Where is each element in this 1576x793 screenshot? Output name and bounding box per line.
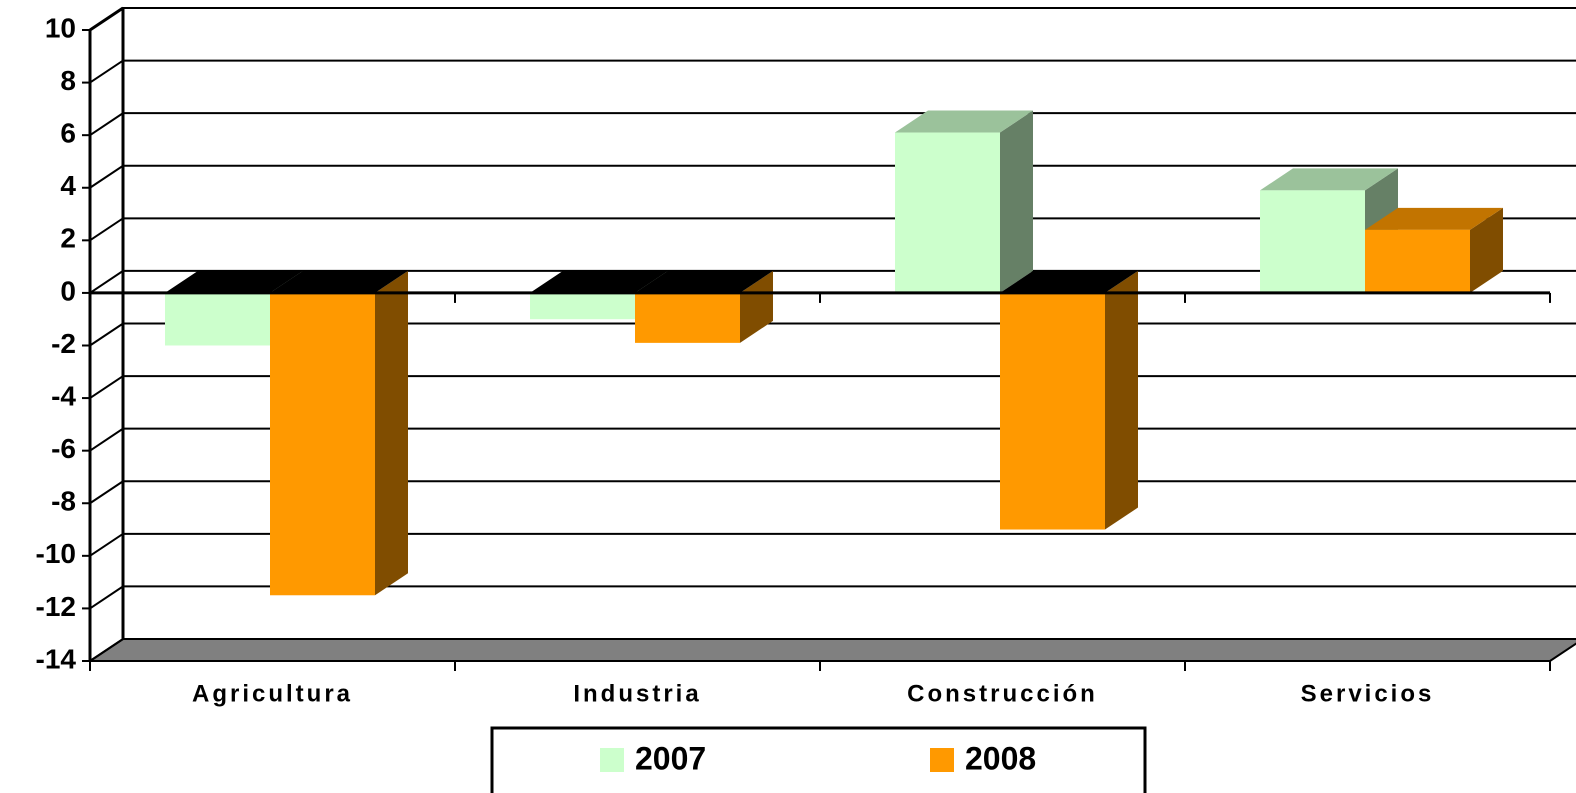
bar (1365, 207, 1503, 293)
x-tick-label: Servicios (1301, 680, 1435, 707)
bar-side (375, 270, 408, 596)
floor (86, 638, 1576, 662)
y-tick-label: -10 (36, 538, 76, 569)
bar-front (530, 292, 635, 320)
y-tick-label: 6 (60, 118, 76, 149)
bar-top (165, 270, 303, 293)
bar-top (895, 110, 1033, 133)
grid-line (89, 59, 1576, 84)
x-tick-label: Agricultura (192, 680, 353, 707)
bar-front (270, 292, 375, 596)
bar (895, 110, 1033, 293)
legend-swatch (600, 748, 624, 772)
y-tick-label: -4 (51, 380, 76, 411)
bar-side (1000, 110, 1033, 293)
grid-line (89, 638, 1576, 662)
bar-top (635, 270, 773, 293)
x-tick-label: Industria (573, 680, 701, 707)
top-edge (89, 6, 124, 32)
bar (1000, 270, 1138, 530)
y-tick-label: -14 (36, 643, 77, 674)
grid-line (89, 7, 1576, 31)
grid-line (89, 112, 1576, 136)
grid-line (89, 217, 1576, 242)
y-tick-label: 10 (45, 12, 76, 43)
legend-label: 2008 (965, 740, 1036, 776)
bar-front (165, 292, 270, 346)
y-tick-label: 4 (60, 170, 76, 201)
bar-front (635, 292, 740, 343)
bar-front (1365, 229, 1470, 293)
bar (635, 270, 773, 343)
legend-box (490, 726, 1147, 793)
y-tick-label: -12 (36, 591, 76, 622)
bar-side (740, 270, 773, 343)
bar-front (895, 132, 1000, 293)
bar-top (1000, 270, 1138, 293)
bar-side (1105, 270, 1138, 530)
y-tick-label: 2 (60, 223, 76, 254)
bar-top (270, 270, 408, 293)
bar-front (1000, 292, 1105, 530)
bar-top (1365, 207, 1503, 230)
y-tick-label: -8 (51, 486, 76, 517)
bar (270, 270, 408, 596)
grid-line (89, 585, 1576, 610)
y-tick-label: -6 (51, 433, 76, 464)
legend-swatch (930, 748, 954, 772)
bar-side (1470, 207, 1503, 293)
bar-top (1260, 168, 1398, 191)
legend-label: 2007 (635, 740, 706, 776)
y-tick-label: 8 (60, 65, 76, 96)
bar-front (1260, 190, 1365, 293)
grid-line (89, 164, 1576, 189)
bar-top (530, 270, 668, 293)
grid-line (89, 532, 1576, 557)
y-tick-label: -2 (51, 328, 76, 359)
x-tick-label: Construcción (907, 680, 1098, 707)
y-tick-label: 0 (60, 275, 76, 306)
